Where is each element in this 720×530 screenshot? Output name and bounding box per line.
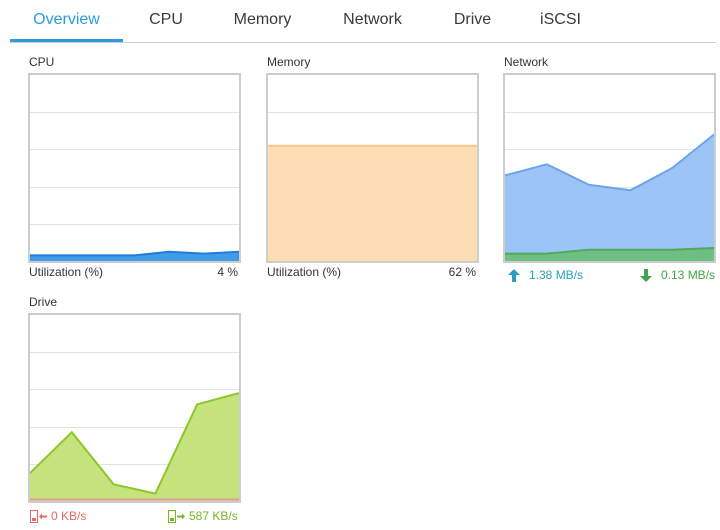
memory-series-area: [268, 145, 477, 261]
memory-title: Memory: [267, 55, 311, 69]
network-upload: 1.38 MB/s: [508, 268, 583, 282]
network-download: 0.13 MB/s: [640, 268, 715, 282]
drive-write: 587 KB/s: [168, 509, 238, 523]
network-download-value: 0.13 MB/s: [661, 268, 716, 282]
memory-legend-label: Utilization (%): [267, 265, 342, 279]
network-chart[interactable]: [503, 73, 716, 263]
cpu-series-line: [30, 250, 239, 257]
network-graph: [505, 112, 714, 261]
active-tab-indicator: [10, 39, 123, 42]
tab-bar: Overview CPU Memory Network Drive iSCSI: [0, 0, 720, 43]
drive-read-value: 0 KB/s: [51, 509, 87, 523]
tab-divider: [10, 42, 716, 43]
memory-legend-value: 62 %: [448, 265, 476, 279]
cpu-legend-label: Utilization (%): [29, 265, 104, 279]
cpu-title: CPU: [29, 55, 55, 69]
memory-chart[interactable]: [266, 73, 479, 263]
drive-graph: [30, 352, 239, 501]
cpu-legend-value: 4 %: [217, 265, 238, 279]
drive-read: 0 KB/s: [30, 509, 86, 523]
upload-arrow-icon: [508, 268, 520, 282]
network-upload-series-area: [505, 134, 714, 261]
tab-network[interactable]: Network: [343, 11, 402, 28]
drive-write-value: 587 KB/s: [189, 509, 238, 523]
network-download-series-area: [505, 248, 714, 261]
tab-iscsi[interactable]: iSCSI: [540, 11, 581, 28]
network-download-series-line: [505, 247, 714, 255]
drive-write-series-area: [30, 393, 239, 501]
tab-cpu[interactable]: CPU: [149, 11, 183, 28]
drive-title: Drive: [29, 295, 58, 309]
tab-memory[interactable]: Memory: [233, 11, 292, 28]
tab-drive[interactable]: Drive: [453, 11, 492, 28]
network-upload-value: 1.38 MB/s: [529, 268, 584, 282]
drive-write-icon: [168, 509, 185, 523]
drive-read-icon: [30, 509, 47, 523]
tab-overview[interactable]: Overview: [33, 11, 100, 28]
download-arrow-icon: [640, 268, 652, 282]
network-title: Network: [504, 55, 549, 69]
drive-write-series-line: [30, 392, 239, 495]
cpu-graph: [30, 112, 239, 261]
network-upload-series-line: [505, 133, 714, 192]
memory-graph: [268, 112, 477, 261]
drive-chart[interactable]: [28, 313, 241, 503]
cpu-chart[interactable]: [28, 73, 241, 263]
